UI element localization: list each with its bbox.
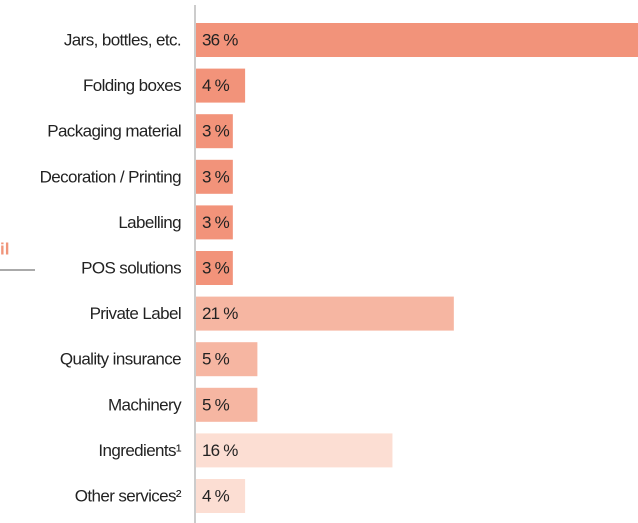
bar <box>196 159 233 194</box>
bar <box>196 342 258 377</box>
bar <box>196 296 454 331</box>
value-label: 5 % <box>202 395 230 414</box>
category-label: Decoration / Printing <box>40 167 182 186</box>
category-label: Folding boxes <box>83 76 181 95</box>
category-label: Quality insurance <box>60 350 181 369</box>
value-label: 3 % <box>202 213 230 232</box>
bar <box>196 114 233 149</box>
category-label: Jars, bottles, etc. <box>64 30 181 49</box>
value-label: 36 % <box>202 30 238 49</box>
value-label: 3 % <box>202 258 230 277</box>
value-label: 3 % <box>202 122 230 141</box>
bar <box>196 251 233 285</box>
category-label: Other services² <box>75 486 182 505</box>
bar <box>196 205 233 240</box>
value-label: 4 % <box>202 486 230 505</box>
category-label: Packaging material <box>47 122 181 141</box>
value-label: 3 % <box>202 167 230 186</box>
category-label: Machinery <box>108 395 182 414</box>
bar <box>196 68 246 103</box>
bar <box>196 479 246 513</box>
annotation: il <box>0 239 9 258</box>
value-label: 21 % <box>202 304 238 323</box>
bar <box>196 387 258 422</box>
category-label: Private Label <box>90 304 181 323</box>
value-label: 5 % <box>202 350 230 369</box>
value-label: 16 % <box>202 441 238 460</box>
value-label: 4 % <box>202 76 230 95</box>
bar <box>196 23 638 57</box>
category-label: Ingredients¹ <box>98 441 182 460</box>
bar <box>196 433 393 468</box>
category-label: POS solutions <box>81 258 181 277</box>
category-label: Labelling <box>118 213 181 232</box>
